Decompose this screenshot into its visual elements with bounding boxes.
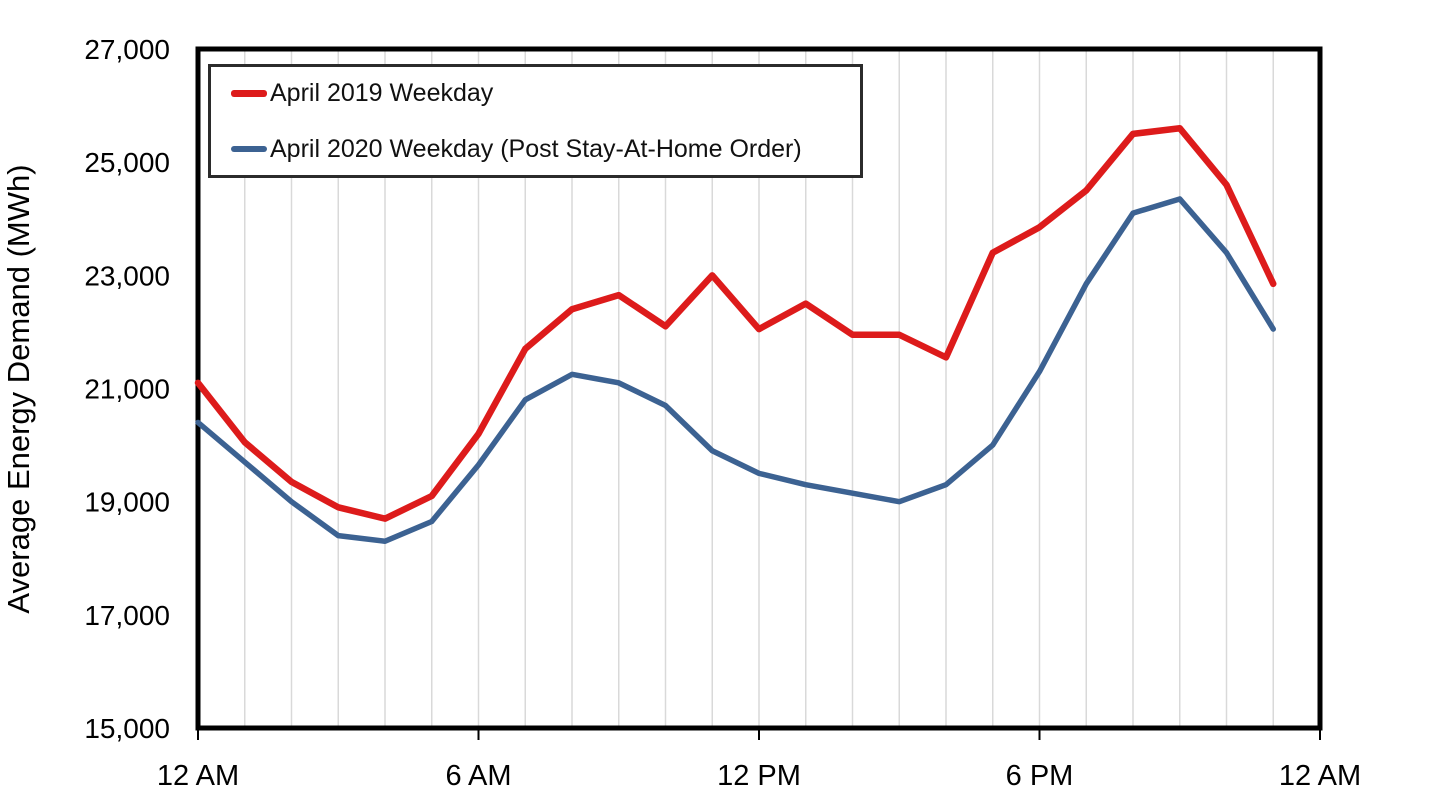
y-tick-label: 19,000 [84, 487, 170, 518]
y-tick-label: 17,000 [84, 600, 170, 631]
y-axis-title: Average Energy Demand (MWh) [1, 164, 36, 614]
legend-label-2020: April 2020 Weekday (Post Stay-At-Home Or… [270, 134, 802, 163]
y-tick-label: 23,000 [84, 260, 170, 291]
y-tick-label: 25,000 [84, 147, 170, 178]
x-tick-label: 12 PM [717, 760, 801, 792]
legend: April 2019 Weekday April 2020 Weekday (P… [208, 64, 863, 178]
legend-line-swatch-2019 [231, 89, 267, 97]
y-tick-label: 27,000 [84, 34, 170, 65]
legend-item: April 2019 Weekday [231, 79, 860, 108]
x-tick-label: 12 AM [1279, 760, 1361, 792]
series-line-1 [195, 196, 1276, 545]
x-tick-label: 6 PM [1006, 760, 1074, 792]
y-tick-label: 15,000 [84, 713, 170, 744]
legend-item: April 2020 Weekday (Post Stay-At-Home Or… [231, 135, 860, 164]
legend-line-swatch-2020 [231, 146, 267, 152]
series-line-0 [194, 124, 1277, 522]
x-tick-label: 12 AM [157, 760, 239, 792]
plot-border [195, 46, 1323, 731]
legend-label-2019: April 2019 Weekday [270, 78, 494, 107]
x-tick-label: 6 AM [445, 760, 511, 792]
y-tick-label: 21,000 [84, 374, 170, 405]
